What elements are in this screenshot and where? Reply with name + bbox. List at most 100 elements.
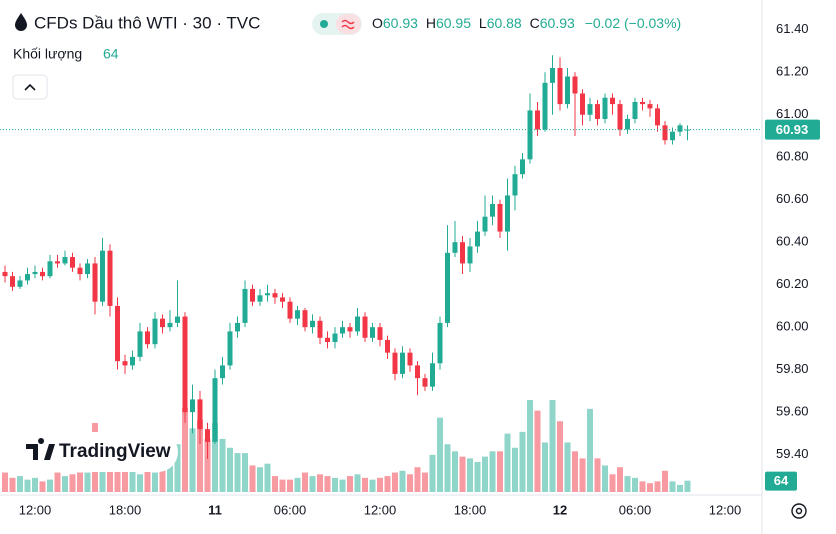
x-tick-label: 18:00	[454, 502, 487, 517]
volume-bar	[624, 476, 631, 492]
candle-body	[55, 261, 60, 264]
volume-bar	[572, 451, 578, 492]
volume-bar	[617, 467, 623, 492]
candle-body	[152, 318, 158, 345]
volume-bar	[182, 407, 188, 492]
candle-body	[460, 242, 465, 264]
collapse-button[interactable]	[12, 74, 48, 100]
candle-body	[137, 331, 143, 357]
volume-bar	[482, 456, 488, 492]
open-value: 60.93	[383, 15, 418, 31]
volume-bar	[489, 451, 496, 492]
candle-body	[62, 257, 68, 264]
candle-body	[422, 378, 428, 387]
candle-body	[325, 337, 330, 343]
candle-body	[632, 101, 638, 119]
candle-body	[10, 276, 15, 287]
collapse-icon	[24, 83, 36, 91]
plot	[0, 55, 762, 492]
volume-bar	[279, 479, 286, 492]
candle-body	[145, 331, 150, 345]
x-tick-label: 12:00	[19, 502, 52, 517]
candle-body	[70, 257, 75, 268]
candle-body	[452, 242, 458, 253]
volume-bar	[467, 458, 473, 492]
logo-mark	[26, 438, 55, 460]
volume-bar	[647, 483, 653, 492]
candle-body	[625, 118, 630, 130]
volume-bar	[197, 419, 203, 492]
candle-body	[242, 288, 248, 323]
candle-body	[25, 274, 30, 281]
candle-body	[17, 280, 23, 287]
candle-body	[572, 76, 578, 94]
volume-bar	[189, 428, 196, 492]
volume-bar	[234, 453, 241, 492]
volume-bar	[384, 476, 391, 492]
volume-bar	[362, 477, 368, 492]
volume-bar	[407, 474, 413, 492]
candle-body	[250, 288, 255, 302]
candle-body	[445, 252, 450, 323]
candle-body	[430, 363, 435, 387]
volume-bar	[167, 461, 173, 492]
high-label: H	[426, 15, 436, 31]
volume-bar	[107, 465, 113, 492]
y-tick-label: 60.00	[776, 319, 809, 334]
candle-body	[340, 327, 345, 334]
volume-bar	[39, 481, 46, 492]
volume-bar	[159, 465, 166, 492]
candle-body	[535, 110, 540, 130]
volume-bar	[542, 442, 548, 492]
volume-bar	[459, 456, 466, 492]
candle-body	[280, 297, 285, 302]
volume-bar	[152, 472, 158, 492]
high-value: 60.95	[436, 15, 471, 31]
volume-bar	[309, 476, 316, 492]
volume-bar	[62, 476, 68, 492]
y-tick-label: 60.80	[776, 149, 809, 164]
candle-body	[400, 352, 405, 374]
volume-legend-value: 64	[103, 46, 119, 62]
delay-icon	[341, 19, 355, 30]
change-value: −0.02 (−0.03%)	[585, 15, 682, 31]
volume-bar	[527, 400, 533, 492]
symbol-title: CFDs Dầu thô WTI · 30 · TVC	[34, 13, 260, 32]
candle-body	[220, 365, 225, 379]
x-tick-label: 06:00	[619, 502, 652, 517]
candle-body	[197, 399, 203, 430]
volume-bar	[174, 444, 181, 492]
candle-body	[662, 125, 668, 141]
settings-button[interactable]	[791, 503, 807, 519]
volume-legend-label: Khối lượng	[13, 46, 82, 62]
candle-body	[415, 365, 420, 379]
volume-bar	[129, 470, 136, 492]
volume-bar	[257, 467, 263, 492]
candle-body	[287, 301, 293, 319]
candle-body	[602, 97, 608, 119]
candle-body	[475, 231, 480, 247]
volume-bar	[294, 477, 301, 492]
open-label: O	[372, 15, 383, 31]
candle-body	[610, 97, 615, 105]
y-tick-label: 61.20	[776, 64, 809, 79]
volume-bar	[227, 447, 233, 492]
volume-bar	[137, 474, 143, 492]
volume-bar	[497, 451, 503, 492]
y-tick-label: 60.40	[776, 234, 809, 249]
close-value: 60.93	[540, 15, 575, 31]
volume-bar	[122, 467, 128, 492]
candle-body	[520, 159, 525, 175]
candle-body	[677, 125, 683, 132]
candle-body	[40, 271, 45, 277]
volume-bar	[47, 479, 53, 492]
volume-bar	[287, 479, 293, 492]
volume-bar	[594, 458, 601, 492]
candle-body	[550, 67, 555, 83]
candle-body	[235, 322, 240, 332]
volume-bar	[242, 453, 248, 492]
candle-body	[617, 104, 623, 130]
candle-body	[107, 250, 113, 306]
volume-bar	[54, 472, 61, 492]
candle-body	[580, 93, 585, 115]
